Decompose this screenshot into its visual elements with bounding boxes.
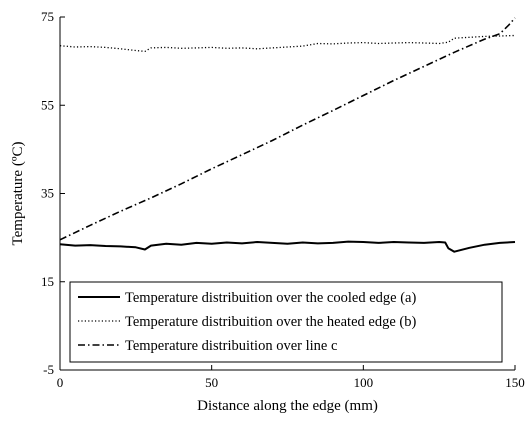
x-tick-label: 150 (505, 375, 525, 390)
x-tick-label: 100 (354, 375, 374, 390)
x-axis-title: Distance along the edge (mm) (197, 398, 378, 414)
legend-label-2: Temperature distribuition over the heate… (125, 314, 416, 330)
legend-label-3: Temperature distribuition over line c (125, 338, 337, 354)
y-tick-label: 35 (41, 186, 54, 201)
y-tick-label: 55 (41, 97, 54, 112)
y-tick-label: 75 (41, 9, 54, 24)
series-line-2 (59, 34, 516, 53)
series-line-3 (59, 17, 516, 241)
x-tick-label: 50 (205, 375, 218, 390)
x-tick-label: 0 (57, 375, 64, 390)
y-axis-title: Temperature (ºC) (10, 142, 26, 246)
legend-label-1: Temperature distribuition over the coole… (125, 290, 416, 306)
legend: Temperature distribuition over the coole… (69, 281, 503, 363)
plot-area (59, 17, 516, 253)
series-line-1 (59, 240, 516, 253)
axes: -5 15 35 55 75 0 50 100 150 (41, 9, 525, 390)
legend-box (69, 281, 503, 363)
y-tick-label: 15 (41, 274, 54, 289)
y-tick-label: -5 (43, 362, 54, 377)
